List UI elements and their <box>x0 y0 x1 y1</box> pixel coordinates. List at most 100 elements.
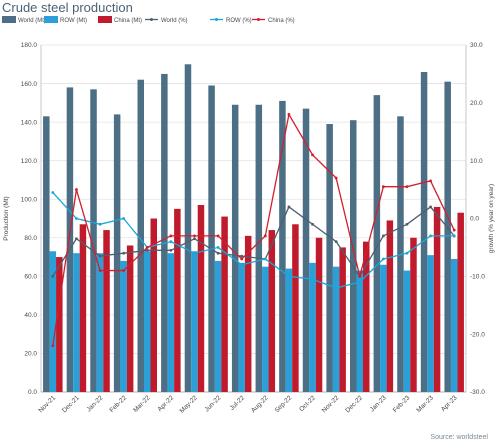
y-tick-label: 180.0 <box>21 42 38 49</box>
legend-label-bar-world: World (Mt) <box>18 18 46 24</box>
y2-axis-title: growth (% year on year) <box>488 184 495 253</box>
bar-china <box>292 224 299 392</box>
world-growth-point <box>122 251 126 255</box>
bar-china <box>79 224 87 392</box>
bar-world <box>161 73 168 393</box>
bar-row <box>356 270 363 392</box>
china-growth-point <box>75 188 78 191</box>
row-growth-point <box>51 191 55 194</box>
x-tick-label: May-22 <box>179 394 200 415</box>
row-growth-point <box>98 222 102 226</box>
bar-china <box>221 216 228 392</box>
bar-row <box>403 270 411 392</box>
x-tick-label: Aug-22 <box>250 394 270 414</box>
world-growth-point <box>240 254 244 258</box>
row-growth-point <box>75 217 78 220</box>
bar-china <box>363 241 370 392</box>
y-tick-label: 100.0 <box>21 196 38 203</box>
china-growth-point <box>381 185 385 189</box>
china-growth-point <box>334 176 338 180</box>
legend-swatch-bar-row <box>44 16 58 23</box>
bar-row <box>214 260 222 392</box>
x-tick-label: Feb-23 <box>392 394 412 414</box>
legend-marker-row-growth <box>215 18 218 21</box>
x-tick-label: Oct-22 <box>298 394 317 413</box>
bar-world <box>444 81 451 392</box>
x-tick-label: Dec-22 <box>344 394 364 414</box>
y2-tick-label: -20.0 <box>470 331 485 338</box>
row-growth-point <box>287 274 291 278</box>
bar-china <box>150 218 157 392</box>
china-growth-point <box>122 269 126 272</box>
legend-swatch-bar-china <box>98 16 112 23</box>
bar-china <box>244 235 252 392</box>
x-tick-label: Dec-21 <box>61 394 81 414</box>
y-tick-label: 120.0 <box>21 158 38 165</box>
bar-row <box>191 251 198 392</box>
china-growth-point <box>240 257 244 261</box>
legend-label-bar-row: ROW (Mt) <box>60 18 87 24</box>
row-growth-point <box>452 234 456 238</box>
bar-row <box>309 262 316 392</box>
bar-row <box>262 266 269 392</box>
china-growth-point <box>193 234 196 238</box>
bar-china <box>197 205 205 392</box>
y-axis-title: Production (Mt) <box>3 196 10 240</box>
y2-tick-label: 30.0 <box>470 42 483 49</box>
bar-row <box>427 255 434 392</box>
bar-china <box>315 237 323 392</box>
world-growth-point <box>311 222 314 226</box>
bar-china <box>457 212 464 392</box>
x-tick-label: Nov-22 <box>321 394 341 414</box>
china-growth-point <box>405 185 409 189</box>
y-tick-label: 40.0 <box>24 312 37 319</box>
china-growth-point <box>51 344 55 348</box>
bar-china <box>174 208 181 392</box>
x-tick-label: Feb-22 <box>109 394 129 414</box>
world-growth-point <box>75 237 78 241</box>
legend-label-world-growth: World (%) <box>161 18 188 24</box>
y2-tick-label: -10.0 <box>470 274 485 281</box>
world-growth-point <box>429 205 432 209</box>
bar-china <box>268 230 276 392</box>
row-growth-point <box>405 251 409 255</box>
world-growth-point <box>169 248 173 252</box>
china-growth-point <box>216 234 220 238</box>
row-growth-point <box>381 257 385 261</box>
row-growth-point <box>358 280 362 284</box>
world-growth-point <box>405 222 409 226</box>
y-tick-label: 0.0 <box>28 389 37 396</box>
bar-world <box>302 108 310 393</box>
bar-china <box>126 245 134 392</box>
bar-row <box>238 262 245 392</box>
bar-china <box>386 220 394 392</box>
bar-row <box>450 258 458 392</box>
bar-china <box>433 206 441 392</box>
chart-title: Crude steel production <box>2 0 133 15</box>
source-note: Source: worldsteel <box>430 434 488 441</box>
world-growth-point <box>193 237 196 241</box>
bar-world <box>231 104 239 392</box>
bar-row <box>285 268 293 392</box>
china-growth-point <box>169 234 173 238</box>
bar-world <box>113 114 121 393</box>
bar-world <box>184 64 192 392</box>
y-tick-label: 140.0 <box>21 119 38 126</box>
china-growth-point <box>98 269 102 272</box>
y2-tick-label: 0.0 <box>470 216 479 223</box>
legend-label-bar-china: China (Mt) <box>114 18 142 24</box>
bar-row <box>73 253 80 392</box>
legend-marker-china-growth <box>257 18 260 21</box>
bar-world <box>43 116 50 392</box>
china-growth-point <box>287 113 291 116</box>
bar-world <box>66 87 74 392</box>
row-growth-line <box>52 192 455 289</box>
china-growth-point <box>311 153 314 157</box>
bar-world <box>90 89 97 392</box>
china-growth-point <box>452 228 456 232</box>
y-tick-label: 160.0 <box>21 81 38 88</box>
world-growth-point <box>334 240 338 244</box>
y-tick-label: 20.0 <box>24 351 37 358</box>
row-growth-point <box>240 263 244 267</box>
bar-row <box>167 253 175 392</box>
